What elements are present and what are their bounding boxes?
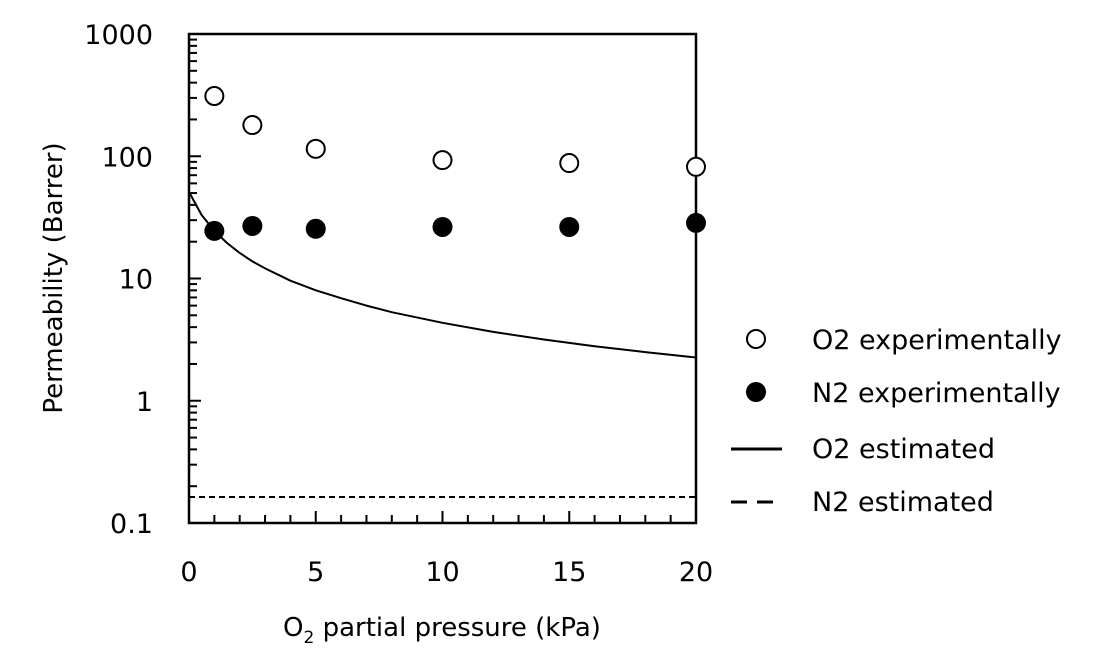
series-n2-experimentally [204, 212, 706, 241]
legend-label: O2 experimentally [812, 325, 1062, 356]
data-point-filled-circle [242, 215, 263, 236]
axes [187, 32, 698, 525]
data-point-open-circle [242, 115, 263, 136]
data-point-filled-circle [559, 216, 580, 237]
legend-label: N2 experimentally [812, 378, 1061, 409]
x-tick-label: 0 [180, 557, 197, 588]
legend-label: O2 estimated [812, 434, 995, 465]
y-tick-label: 10 [119, 265, 153, 296]
y-axis-label: Permeability (Barrer) [39, 142, 69, 413]
series-o2-estimated [188, 191, 697, 359]
data-point-open-circle [686, 156, 706, 177]
legend-marker-filled-circle [746, 382, 766, 402]
x-tick-label: 15 [552, 557, 586, 588]
x-axis-label-rest: partial pressure (kPa) [314, 613, 601, 643]
y-tick-label: 100 [101, 142, 153, 173]
data-point-filled-circle [686, 212, 706, 233]
x-axis-label-main: O [283, 613, 303, 643]
series-o2-experimentally [204, 86, 706, 177]
tick-labels: 0 5 10 15 20 1000 100 10 1 0.1 [84, 20, 713, 588]
legend-label: N2 estimated [812, 487, 994, 518]
x-axis-label-subscript: 2 [304, 628, 315, 648]
y-tick-label: 1000 [84, 20, 153, 51]
legend-marker-open-circle [746, 329, 766, 349]
plot-frame [187, 32, 698, 525]
data-point-filled-circle [432, 216, 453, 237]
data-point-open-circle [305, 138, 326, 159]
data-point-filled-circle [305, 218, 326, 239]
x-tick-label: 20 [679, 557, 713, 588]
legend-item-n2-experimental: N2 experimentally [746, 378, 1061, 409]
data-point-open-circle [204, 86, 225, 107]
x-axis-label: O2 partial pressure (kPa) [283, 613, 601, 648]
y-tick-label: 1 [136, 387, 153, 418]
legend-item-n2-estimated: N2 estimated [731, 487, 994, 518]
x-tick-label: 5 [307, 557, 324, 588]
x-tick-label: 10 [425, 557, 459, 588]
solid-line [188, 191, 697, 359]
data-point-open-circle [559, 153, 580, 174]
legend: O2 experimentally N2 experimentally O2 e… [731, 325, 1062, 518]
series-layer [188, 86, 706, 499]
data-point-open-circle [432, 150, 453, 171]
legend-item-o2-estimated: O2 estimated [731, 434, 995, 465]
y-tick-label: 0.1 [110, 509, 153, 540]
legend-item-o2-experimental: O2 experimentally [746, 325, 1062, 356]
